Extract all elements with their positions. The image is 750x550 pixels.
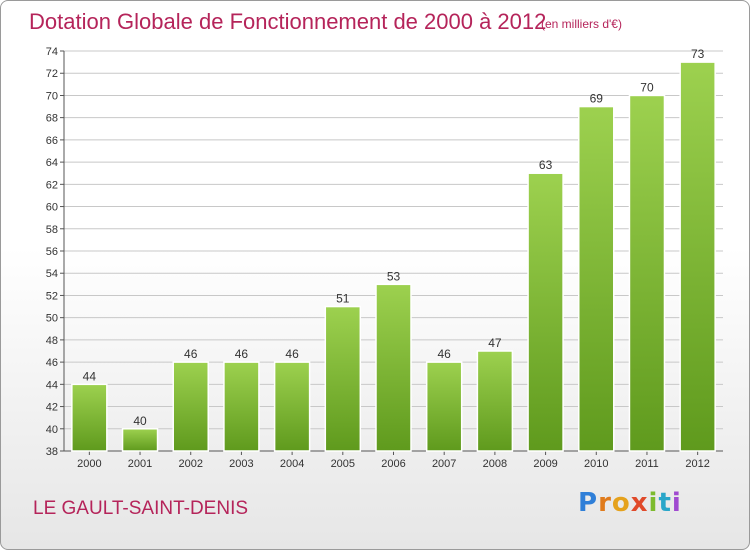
y-tick-label: 74: [46, 46, 58, 58]
x-tick-label: 2012: [685, 458, 709, 470]
logo-letter: o: [611, 488, 631, 518]
y-tick-label: 66: [46, 135, 58, 147]
y-tick-label: 48: [46, 335, 58, 347]
bar: [273, 361, 311, 452]
chart-title: Dotation Globale de Fonctionnement de 20…: [29, 9, 547, 34]
bar: [578, 105, 615, 452]
data-label: 63: [539, 158, 553, 172]
data-label: 44: [83, 369, 97, 383]
bar: [375, 283, 412, 452]
data-label: 70: [640, 80, 654, 94]
bar: [324, 305, 362, 452]
y-tick-label: 42: [46, 402, 58, 414]
logo-letter: i: [671, 488, 682, 518]
bar: [628, 94, 666, 452]
bar: [679, 61, 716, 452]
y-tick-label: 60: [46, 202, 58, 214]
logo-letter: P: [578, 488, 599, 518]
bar: [172, 361, 209, 452]
data-label: 47: [488, 336, 502, 350]
data-label: 51: [336, 292, 350, 306]
x-tick-label: 2003: [229, 458, 253, 470]
x-tick-label: 2001: [128, 458, 152, 470]
y-tick-label: 72: [46, 68, 58, 80]
axes: 38 40 42 44 46 48 50 52 54 56 58 60 62 64 66 68 70 72 74 20…: [46, 46, 723, 470]
y-tick-label: 70: [46, 90, 58, 102]
bar: [527, 172, 564, 452]
x-tick-label: 2005: [331, 458, 355, 470]
bar: [476, 350, 514, 452]
y-tick-label: 52: [46, 290, 58, 302]
data-label: 69: [590, 92, 604, 106]
x-tick-label: 2004: [280, 458, 304, 470]
bar: [71, 383, 108, 452]
data-label: 46: [438, 347, 452, 361]
x-tick-label: 2008: [483, 458, 507, 470]
x-tick-label: 2000: [77, 458, 101, 470]
y-tick-label: 50: [46, 313, 58, 325]
data-label: 46: [235, 347, 249, 361]
x-tick-label: 2010: [584, 458, 608, 470]
logo-letter: x: [630, 488, 649, 518]
data-label: 73: [691, 47, 705, 61]
y-tick-label: 54: [46, 268, 58, 280]
bar: [121, 428, 159, 452]
bars: [71, 61, 716, 452]
data-label: 46: [184, 347, 198, 361]
chart-unit: (en milliers d'€): [541, 17, 622, 31]
y-tick-label: 58: [46, 224, 58, 236]
x-tick-label: 2007: [432, 458, 456, 470]
data-label: 40: [133, 414, 147, 428]
logo-letter: t: [658, 488, 672, 518]
y-tick-label: 56: [46, 246, 58, 258]
y-tick-label: 44: [46, 379, 58, 391]
data-label: 53: [387, 269, 401, 283]
y-tick-label: 38: [46, 446, 58, 458]
proxiti-logo: Proxiti: [578, 488, 682, 518]
data-labels: 44 40 46 46 46 51 53 46 47 63 69 70 73: [83, 47, 705, 428]
data-label: 46: [285, 347, 299, 361]
logo-letter: i: [648, 488, 659, 518]
y-tick-label: 46: [46, 357, 58, 369]
bar: [223, 361, 260, 452]
y-tick-label: 40: [46, 424, 58, 436]
logo-letter: r: [598, 488, 612, 518]
x-tick-label: 2009: [533, 458, 557, 470]
x-tick-label: 2011: [635, 458, 659, 470]
y-tick-label: 68: [46, 113, 58, 125]
x-tick-label: 2006: [381, 458, 405, 470]
bar: [425, 361, 463, 452]
y-tick-label: 64: [46, 157, 58, 169]
x-tick-label: 2002: [178, 458, 202, 470]
y-tick-label: 62: [46, 179, 58, 191]
commune-name: LE GAULT-SAINT-DENIS: [33, 498, 249, 519]
